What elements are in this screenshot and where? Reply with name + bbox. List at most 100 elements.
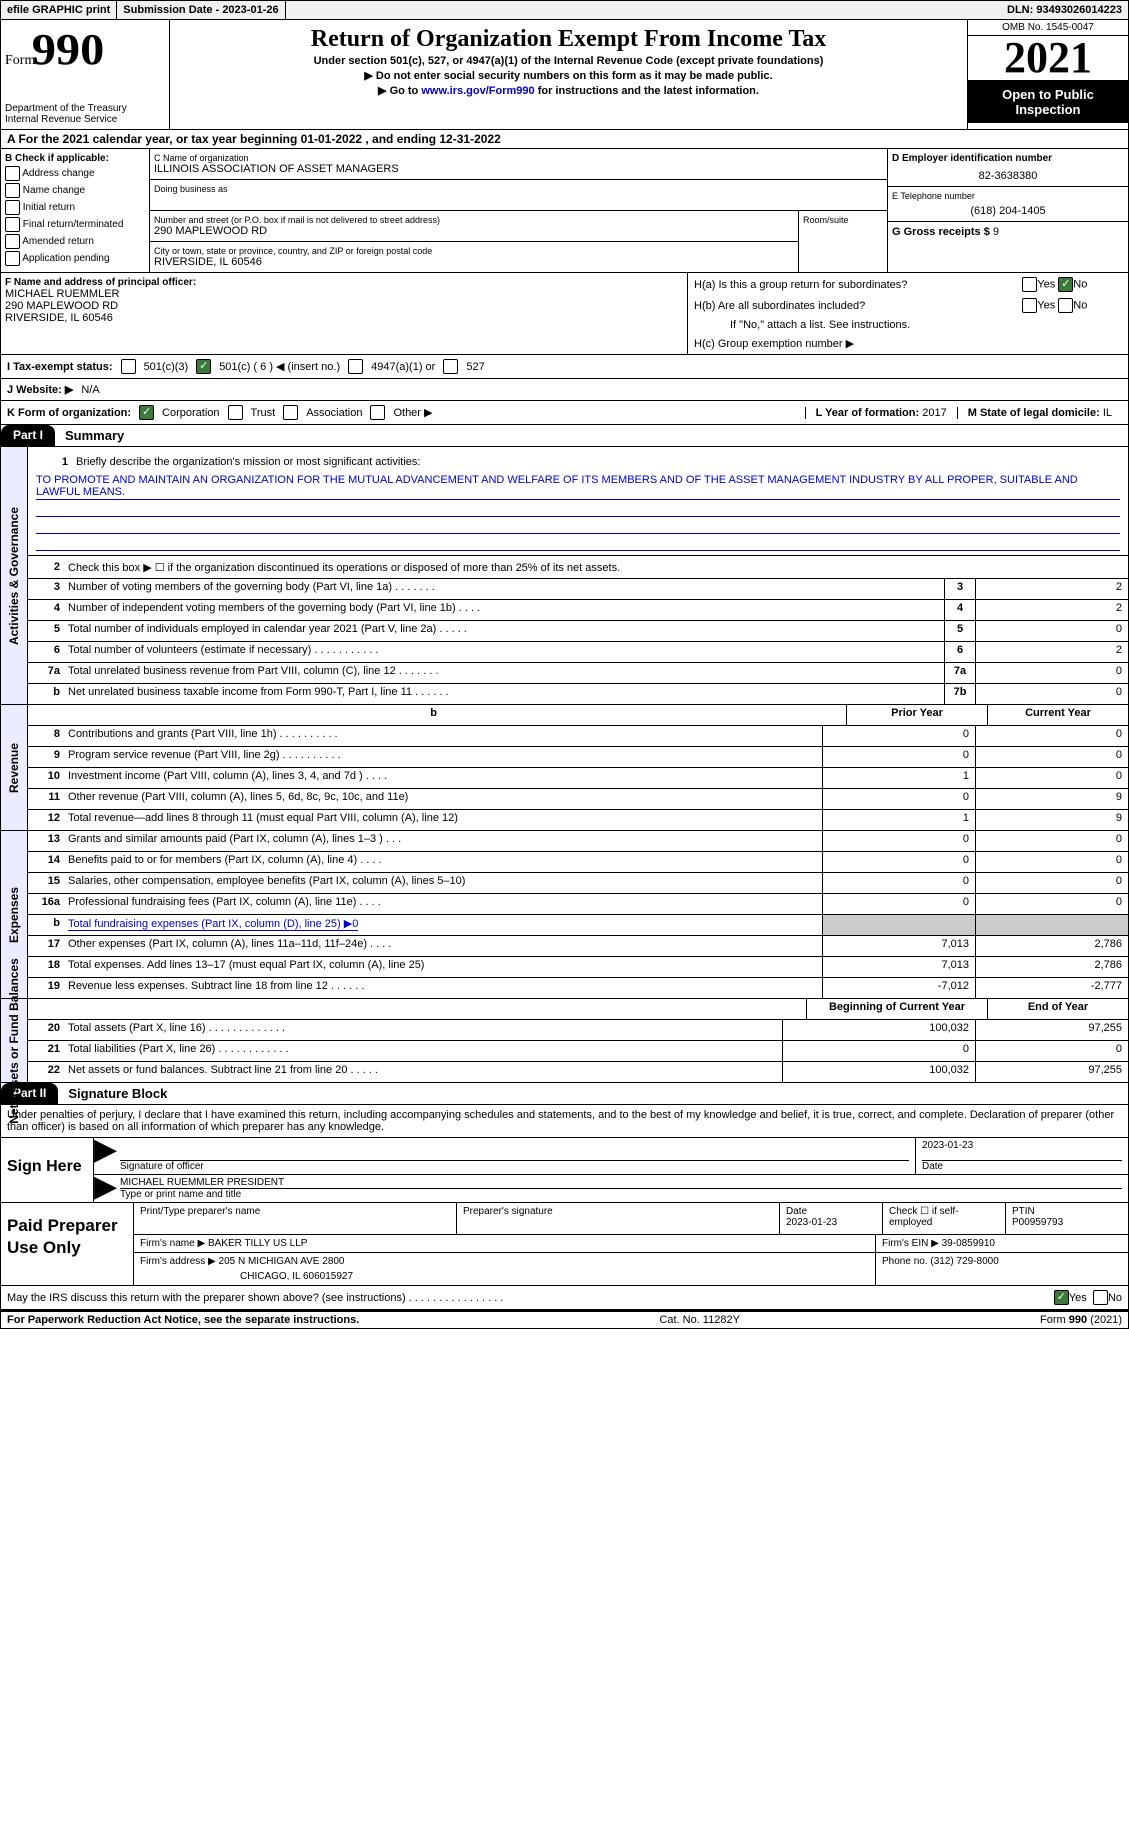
firm-ein: 39-0859910 [942, 1238, 995, 1249]
prep-date: 2023-01-23 [786, 1217, 876, 1228]
line-5-text: Total number of individuals employed in … [64, 621, 944, 641]
street-label: Number and street (or P.O. box if mail i… [154, 215, 794, 225]
org-name-label: C Name of organization [154, 153, 883, 163]
side-revenue: Revenue [1, 705, 28, 830]
q2-label: Check this box ▶ ☐ if the organization d… [64, 559, 1128, 576]
line-15-text: Salaries, other compensation, employee b… [64, 873, 822, 893]
submission-date: Submission Date - 2023-01-26 [117, 1, 285, 19]
line-20-end: 97,255 [975, 1020, 1128, 1040]
subtitle-2: ▶ Do not enter social security numbers o… [178, 69, 959, 82]
firm-ein-label: Firm's EIN ▶ [882, 1238, 939, 1249]
side-governance: Activities & Governance [1, 447, 28, 704]
discuss-no[interactable] [1093, 1290, 1108, 1305]
tax-year: 2021 [968, 36, 1128, 81]
officer-name: MICHAEL RUEMMLER [5, 288, 683, 300]
line-16b-curr [975, 915, 1128, 935]
check-501c3[interactable] [121, 359, 136, 374]
phone: (618) 204-1405 [892, 205, 1124, 217]
check-corp[interactable]: ✓ [139, 405, 154, 420]
line-19-text: Revenue less expenses. Subtract line 18 … [64, 978, 822, 998]
officer-city: RIVERSIDE, IL 60546 [5, 312, 683, 324]
line-9-prior: 0 [822, 747, 975, 767]
check-initial[interactable] [5, 200, 20, 215]
check-final[interactable] [5, 217, 20, 232]
col-b: B Check if applicable: Address change Na… [1, 149, 150, 272]
prep-phone-label: Phone no. [882, 1256, 928, 1267]
prep-date-label: Date [786, 1206, 876, 1217]
hb-no[interactable] [1058, 298, 1073, 313]
line-21-beg: 0 [782, 1041, 975, 1061]
ein: 82-3638380 [892, 170, 1124, 182]
col-h: H(a) Is this a group return for subordin… [688, 273, 1128, 354]
row-fh: F Name and address of principal officer:… [0, 273, 1129, 355]
phone-label: E Telephone number [892, 191, 1124, 201]
dept-label-2: Internal Revenue Service [5, 114, 165, 125]
sig-date-label: Date [922, 1161, 1122, 1172]
check-name-change[interactable] [5, 183, 20, 198]
gross: 9 [993, 226, 999, 238]
line-14-text: Benefits paid to or for members (Part IX… [64, 852, 822, 872]
ha-label: H(a) Is this a group return for subordin… [690, 275, 1016, 294]
line-16b-prior [822, 915, 975, 935]
line-16a-curr: 0 [975, 894, 1128, 914]
check-amended[interactable] [5, 234, 20, 249]
line-22-beg: 100,032 [782, 1062, 975, 1082]
check-pending[interactable] [5, 251, 20, 266]
line-22-text: Net assets or fund balances. Subtract li… [64, 1062, 782, 1082]
hb-yes[interactable] [1022, 298, 1037, 313]
part-1-title: Summary [55, 425, 134, 446]
check-other[interactable] [370, 405, 385, 420]
hb-label: H(b) Are all subordinates included? [690, 296, 1016, 315]
section-revenue: Revenue bPrior YearCurrent Year 8Contrib… [0, 705, 1129, 831]
part-2-title: Signature Block [58, 1083, 177, 1104]
line-17-prior: 7,013 [822, 936, 975, 956]
col-f: F Name and address of principal officer:… [1, 273, 688, 354]
end-year-header: End of Year [987, 999, 1128, 1019]
header-row: Form990 Department of the Treasury Inter… [0, 20, 1129, 130]
part-1-tab: Part I [1, 425, 55, 446]
city: RIVERSIDE, IL 60546 [154, 256, 794, 268]
line-16a-text: Professional fundraising fees (Part IX, … [64, 894, 822, 914]
line-15-prior: 0 [822, 873, 975, 893]
check-assoc[interactable] [283, 405, 298, 420]
row-k: K Form of organization: ✓Corporation Tru… [0, 401, 1129, 425]
check-addr-change[interactable] [5, 166, 20, 181]
q1-label: Briefly describe the organization's miss… [72, 454, 1120, 470]
line-7b-text: Net unrelated business taxable income fr… [64, 684, 944, 704]
ha-yes[interactable] [1022, 277, 1037, 292]
footer-right: Form 990 (2021) [1040, 1314, 1122, 1326]
discuss-text: May the IRS discuss this return with the… [7, 1292, 1054, 1304]
subtitle-1: Under section 501(c), 527, or 4947(a)(1)… [178, 55, 959, 67]
firm-name-label: Firm's name ▶ [140, 1238, 205, 1249]
prep-print-label: Print/Type preparer's name [140, 1206, 450, 1217]
period-row: A For the 2021 calendar year, or tax yea… [0, 130, 1129, 149]
line-17-curr: 2,786 [975, 936, 1128, 956]
side-net-assets: Net Assets or Fund Balances [1, 999, 28, 1082]
line-13-text: Grants and similar amounts paid (Part IX… [64, 831, 822, 851]
footer-mid: Cat. No. 11282Y [659, 1314, 740, 1326]
check-527[interactable] [443, 359, 458, 374]
form-number: 990 [32, 24, 105, 75]
dln: DLN: 93493026014223 [1001, 1, 1128, 19]
arrow-icon: ▶ [94, 1138, 114, 1174]
officer-label: F Name and address of principal officer: [5, 277, 683, 288]
check-4947[interactable] [348, 359, 363, 374]
efile-button[interactable]: efile GRAPHIC print [1, 1, 117, 19]
sig-date: 2023-01-23 [922, 1140, 1122, 1161]
check-trust[interactable] [228, 405, 243, 420]
officer-street: 290 MAPLEWOOD RD [5, 300, 683, 312]
line-9-text: Program service revenue (Part VIII, line… [64, 747, 822, 767]
header-left: Form990 Department of the Treasury Inter… [1, 20, 170, 129]
hc-label: H(c) Group exemption number ▶ [690, 335, 1126, 352]
line-22-end: 97,255 [975, 1062, 1128, 1082]
line-11-curr: 9 [975, 789, 1128, 809]
check-501c[interactable]: ✓ [196, 359, 211, 374]
prior-year-header: Prior Year [846, 705, 987, 725]
irs-link[interactable]: www.irs.gov/Form990 [421, 85, 534, 97]
preparer-block: Paid Preparer Use Only Print/Type prepar… [0, 1203, 1129, 1286]
ha-no[interactable]: ✓ [1058, 277, 1073, 292]
discuss-yes[interactable]: ✓ [1054, 1290, 1069, 1305]
dba-label: Doing business as [154, 184, 883, 194]
prep-phone: (312) 729-8000 [930, 1256, 998, 1267]
line-21-text: Total liabilities (Part X, line 26) . . … [64, 1041, 782, 1061]
